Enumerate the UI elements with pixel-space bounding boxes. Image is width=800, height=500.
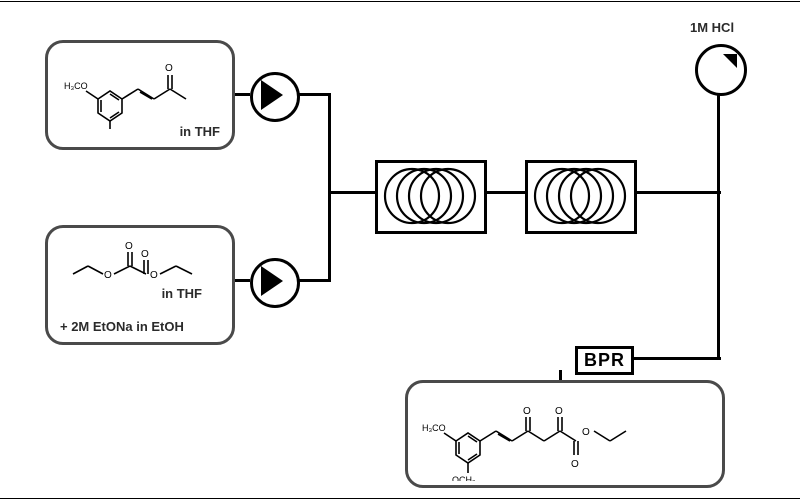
- svg-text:O: O: [150, 270, 158, 281]
- molecule-top-icon: H₃CO OCH₃ O: [58, 49, 228, 129]
- molecule-product-icon: H₃CO OCH₃ O O: [418, 389, 718, 481]
- bpr-box: BPR: [575, 346, 634, 375]
- reactor-coil-1-icon: [382, 165, 480, 227]
- pipe-bot-box-to-pump: [235, 279, 250, 282]
- svg-text:O: O: [582, 427, 590, 438]
- svg-text:O: O: [523, 406, 531, 417]
- flow-diagram: H₃CO OCH₃ O in THF O: [0, 0, 800, 500]
- svg-text:O: O: [104, 270, 112, 281]
- pipe-to-bpr-h: [632, 357, 721, 360]
- pump-bottom-icon: [250, 258, 300, 308]
- reagent-box-bottom: O O O O in THF + 2M EtONa in EtOH: [45, 225, 235, 345]
- pipe-tee-vertical: [328, 93, 331, 282]
- bpr-label: BPR: [584, 350, 625, 370]
- reagent-top-label: in THF: [180, 124, 220, 139]
- reagent-bottom-label-extra: + 2M EtONa in EtOH: [60, 319, 184, 334]
- svg-text:O: O: [125, 241, 133, 252]
- product-box: H₃CO OCH₃ O O: [405, 380, 725, 488]
- pipe-down-to-bpr: [717, 191, 720, 359]
- pipe-r2-out: [631, 191, 721, 194]
- bottom-border-rule: [0, 498, 800, 499]
- hcl-label: 1M HCl: [690, 20, 734, 35]
- reactor-coil-2: [525, 160, 637, 234]
- reactor-coil-2-icon: [532, 165, 630, 227]
- pump-top-icon: [250, 72, 300, 122]
- reagent-bottom-label-thf: in THF: [162, 286, 202, 301]
- hcl-inlet-icon: [695, 44, 747, 96]
- pipe-r1-to-r2: [481, 191, 525, 194]
- top-border-rule: [0, 1, 800, 2]
- svg-text:O: O: [571, 459, 579, 470]
- reactor-coil-1: [375, 160, 487, 234]
- svg-text:H₃CO: H₃CO: [422, 423, 446, 433]
- reagent-box-top: H₃CO OCH₃ O in THF: [45, 40, 235, 150]
- molecule-bottom-icon: O O O O: [58, 234, 228, 294]
- svg-text:O: O: [555, 406, 563, 417]
- pipe-tee-to-r1: [328, 191, 375, 194]
- svg-text:OCH₃: OCH₃: [452, 475, 476, 481]
- svg-text:O: O: [165, 63, 173, 74]
- pipe-top-box-to-pump: [235, 93, 250, 96]
- svg-text:H₃CO: H₃CO: [64, 81, 88, 91]
- pipe-hcl-stem: [717, 92, 720, 192]
- svg-text:O: O: [141, 249, 149, 260]
